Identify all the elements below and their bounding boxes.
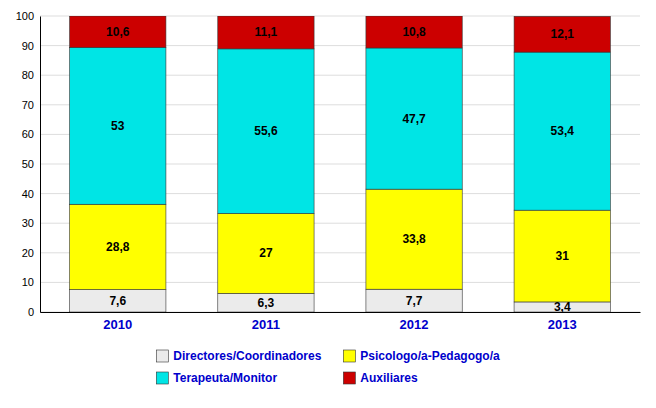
data-label: 53 [111,119,125,133]
tick-label: 50 [22,158,34,170]
legend-swatch [343,350,355,362]
tick-label: 90 [22,40,34,52]
plot: 7,6 6,3 7,7 3,4 28,8 27 33,8 31 53 55,6 47,7 53,4 10… [16,10,641,332]
tick: 90 [22,40,40,52]
tick: 20 [22,247,40,259]
y-axis: 0 10 20 30 40 50 60 70 80 90 100 [16,10,41,318]
tick-label: 2010 [103,317,132,332]
tick-label: 2013 [548,317,577,332]
tick-label: 2011 [252,317,280,332]
bar-segment [70,16,166,47]
legend-label: Terapeuta/Monitor [173,371,277,385]
legend-swatch [156,350,168,362]
bars [70,16,611,312]
tick-label: 30 [22,217,34,229]
tick-label: 0 [28,306,34,318]
bar-segment [218,16,314,49]
tick: 60 [22,128,40,140]
bar-segment [366,189,462,289]
data-label: 3,4 [554,300,571,314]
data-label: 28,8 [106,240,130,254]
tick: 2011 [252,317,280,332]
data-label: 27 [259,246,273,260]
data-label: 7,7 [406,294,423,308]
bar-segment [218,49,314,214]
grid [40,16,640,312]
legend-item: Terapeuta/Monitor [156,371,277,385]
tick-label: 40 [22,188,34,200]
bar-segment [366,289,462,312]
data-labels: 7,6 6,3 7,7 3,4 28,8 27 33,8 31 53 55,6 47,7 53,4 10… [106,25,574,314]
tick: 30 [22,217,40,229]
bar-segment [218,213,314,293]
tick: 2012 [400,317,429,332]
tick: 50 [22,158,40,170]
tick: 40 [22,188,40,200]
data-label: 11,1 [255,25,278,39]
tick: 70 [22,99,40,111]
legend-label: Psicologo/a-Pedagogo/a [360,349,500,363]
tick-label: 60 [22,128,34,140]
bar-segment [70,204,166,289]
tick-label: 10 [22,276,34,288]
legend-label: Directores/Coordinadores [173,349,321,363]
data-label: 12,1 [551,27,575,41]
data-label: 10,6 [106,25,130,39]
data-label: 55,6 [254,124,278,138]
tick-label: 20 [22,247,34,259]
legend-swatch [156,372,168,384]
data-label: 33,8 [402,232,426,246]
chart: 7,6 6,3 7,7 3,4 28,8 27 33,8 31 53 55,6 47,7 53,4 10… [0,0,656,408]
axis-line [41,312,641,313]
legend: Directores/Coordinadores Psicologo/a-Peda… [156,349,500,385]
legend-item: Auxiliares [343,371,418,385]
tick: 100 [16,10,40,22]
data-label: 47,7 [402,112,426,126]
bar-segment [70,290,166,312]
data-label: 53,4 [551,124,575,138]
bar-segment [514,52,610,210]
tick-label: 2012 [400,317,429,332]
bar-segment [514,210,610,302]
legend-label: Auxiliares [360,371,418,385]
legend-swatch [343,372,355,384]
bar-segment [366,16,462,48]
data-label: 31 [556,249,570,263]
data-label: 10,8 [402,25,426,39]
tick-label: 80 [22,69,34,81]
data-label: 6,3 [258,296,275,310]
x-axis: 2010 2011 2012 2013 [41,313,641,333]
tick-label: 70 [22,99,34,111]
tick: 80 [22,69,40,81]
tick: 0 [28,306,40,318]
tick: 2013 [548,317,577,332]
bar-segment [366,48,462,189]
tick: 10 [22,276,40,288]
legend-item: Directores/Coordinadores [156,349,321,363]
axis-line [40,17,41,313]
bar-segment [70,47,166,204]
tick-label: 100 [16,10,34,22]
bar-segment [218,293,314,312]
legend-item: Psicologo/a-Pedagogo/a [343,349,500,363]
bar-segment [514,16,610,52]
data-label: 7,6 [109,294,126,308]
tick: 2010 [103,317,132,332]
